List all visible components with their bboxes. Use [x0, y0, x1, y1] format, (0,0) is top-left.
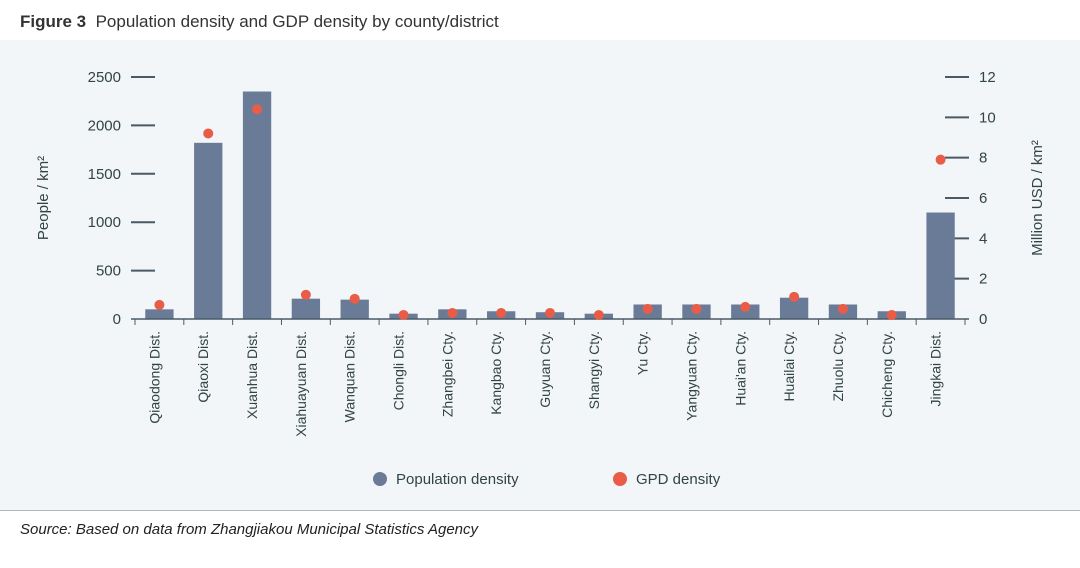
category-label: Shangyi Cty. — [586, 331, 602, 409]
gdp-dot — [887, 310, 897, 320]
right-tick-label: 0 — [979, 311, 987, 328]
chart-container: 0 500 1000 1500 2000 2500 0 2 4 6 8 10 12 Qiaodong Di… — [0, 40, 1080, 510]
figure-label: Figure 3 — [20, 12, 86, 31]
left-tick-label: 0 — [113, 311, 121, 328]
left-tick-label: 1500 — [88, 166, 121, 183]
category-label: Huailai Cty. — [781, 331, 797, 402]
left-tick-label: 500 — [96, 263, 121, 280]
category-label: Chongli Dist. — [391, 331, 407, 410]
right-tick-label: 12 — [979, 69, 996, 86]
category-label: Zhangbei Cty. — [439, 331, 455, 417]
source-text: Source: Based on data from Zhangjiakou M… — [0, 510, 1080, 538]
bar — [243, 92, 271, 319]
gdp-dot — [789, 292, 799, 302]
figure-title: Figure 3 Population density and GDP dens… — [0, 0, 1080, 40]
category-label: Kangbao Cty. — [488, 331, 504, 415]
gdp-dot — [203, 128, 213, 138]
gdp-dot — [936, 155, 946, 165]
bar — [292, 299, 320, 319]
gdp-dot — [740, 302, 750, 312]
right-tick-label: 10 — [979, 109, 996, 126]
category-label: Jingkai Dist. — [928, 331, 944, 406]
left-axis-label: People / km² — [35, 156, 52, 240]
legend-bar-swatch — [373, 472, 387, 486]
gdp-dot — [594, 310, 604, 320]
category-label: Xiahuayuan Dist. — [293, 331, 309, 437]
bar — [926, 213, 954, 319]
left-tick-label: 2500 — [88, 69, 121, 86]
gdp-dot — [154, 300, 164, 310]
legend-dot-swatch — [613, 472, 627, 486]
bar — [145, 309, 173, 319]
gdp-dot — [301, 290, 311, 300]
gdp-dot — [496, 308, 506, 318]
legend-bar-label: Population density — [396, 471, 519, 488]
right-axis-label: Million USD / km² — [1029, 140, 1046, 256]
gdp-dot — [643, 304, 653, 314]
category-label: Guyuan Cty. — [537, 331, 553, 408]
chart-svg: 0 500 1000 1500 2000 2500 0 2 4 6 8 10 12 Qiaodong Di… — [20, 58, 1060, 500]
category-label: Zhuolu Cty. — [830, 331, 846, 402]
left-tick-label: 1000 — [88, 214, 121, 231]
category-label: Chicheng Cty. — [879, 331, 895, 418]
right-tick-label: 4 — [979, 230, 987, 247]
gdp-dot — [350, 294, 360, 304]
category-label: Qiaodong Dist. — [146, 331, 162, 424]
category-label: Qiaoxi Dist. — [195, 331, 211, 403]
right-tick-label: 8 — [979, 150, 987, 167]
gdp-dot — [691, 304, 701, 314]
category-label: Wanquan Dist. — [342, 331, 358, 422]
legend-dot-label: GPD density — [636, 471, 721, 488]
category-label: Huai'an Cty. — [732, 331, 748, 406]
gdp-dot — [252, 104, 262, 114]
right-tick-label: 2 — [979, 271, 987, 288]
figure-title-text: Population density and GDP density by co… — [96, 12, 499, 31]
gdp-dot — [447, 308, 457, 318]
right-tick-label: 6 — [979, 190, 987, 207]
bar — [194, 143, 222, 319]
gdp-dot — [399, 310, 409, 320]
category-label: Xuanhua Dist. — [244, 331, 260, 419]
left-tick-label: 2000 — [88, 117, 121, 134]
gdp-dot — [545, 308, 555, 318]
gdp-dot — [838, 304, 848, 314]
category-label: Yu Cty. — [635, 331, 651, 375]
category-label: Yangyuan Cty. — [683, 331, 699, 421]
